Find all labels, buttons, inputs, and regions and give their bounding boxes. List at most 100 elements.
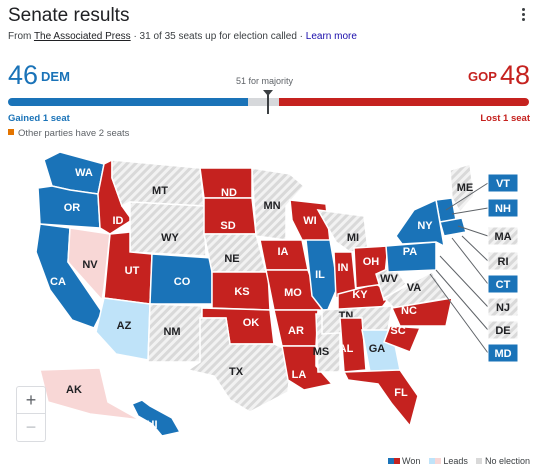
callout-label: RI bbox=[498, 256, 509, 268]
state-shape[interactable] bbox=[390, 297, 453, 327]
state-ks[interactable]: KS bbox=[211, 271, 271, 311]
state-label: SC bbox=[390, 325, 405, 337]
gop-change-label: Lost 1 seat bbox=[480, 113, 530, 124]
state-nv[interactable]: NV bbox=[67, 227, 111, 302]
state-ny[interactable]: NY bbox=[395, 198, 445, 248]
state-mn[interactable]: MN bbox=[251, 167, 306, 241]
state-shape[interactable] bbox=[130, 399, 182, 437]
state-label: TX bbox=[229, 366, 244, 378]
source-link[interactable]: The Associated Press bbox=[33, 31, 131, 42]
state-al[interactable]: AL bbox=[339, 317, 367, 373]
state-label: AR bbox=[288, 325, 304, 337]
callout-box[interactable] bbox=[487, 251, 519, 271]
callout-box[interactable] bbox=[487, 173, 519, 193]
learn-more-link[interactable]: Learn more bbox=[305, 31, 357, 42]
state-or[interactable]: OR bbox=[37, 185, 101, 229]
state-label: OH bbox=[363, 256, 380, 268]
state-ar[interactable]: AR bbox=[273, 309, 319, 347]
state-mt[interactable]: MT bbox=[111, 159, 205, 208]
state-shape[interactable] bbox=[383, 325, 422, 353]
state-shape[interactable] bbox=[111, 159, 205, 208]
callout-de[interactable]: DE bbox=[487, 320, 519, 340]
seats-called: · 31 of 35 seats up for election called … bbox=[133, 31, 303, 42]
state-shape[interactable] bbox=[67, 227, 111, 302]
legend-leads-label: Leads bbox=[443, 456, 468, 466]
callout-box[interactable] bbox=[487, 226, 519, 246]
state-label: UT bbox=[125, 265, 140, 277]
other-parties-note: Other parties have 2 seats bbox=[8, 128, 129, 139]
state-il[interactable]: IL bbox=[305, 239, 339, 316]
state-label: AZ bbox=[117, 320, 132, 332]
callout-ri[interactable]: RI bbox=[487, 251, 519, 271]
state-label: AL bbox=[339, 343, 354, 355]
state-shape[interactable] bbox=[129, 201, 207, 257]
zoom-controls: + − bbox=[16, 386, 46, 442]
callout-box[interactable] bbox=[487, 320, 519, 340]
state-pa[interactable]: PA bbox=[385, 241, 437, 273]
dem-seat-count: 46 bbox=[8, 60, 39, 90]
legend-no-election-swatch bbox=[476, 458, 483, 464]
state-la[interactable]: LA bbox=[281, 345, 334, 391]
state-nm[interactable]: NM bbox=[147, 303, 203, 363]
state-shape[interactable] bbox=[95, 297, 151, 361]
state-shape[interactable] bbox=[305, 239, 339, 316]
callout-box[interactable] bbox=[487, 297, 519, 317]
state-wy[interactable]: WY bbox=[129, 201, 207, 257]
state-me[interactable]: ME bbox=[449, 163, 475, 214]
more-options-icon[interactable] bbox=[520, 6, 526, 26]
senate-map: WA OR CA NV ID MT WY UT AZ CO NM ND SD NE KS OK TX MN IA MO… bbox=[35, 151, 519, 437]
dem-tally: 46 DEM bbox=[8, 60, 70, 91]
callout-box[interactable] bbox=[487, 198, 519, 218]
dem-bar-segment bbox=[8, 98, 248, 106]
zoom-in-button[interactable]: + bbox=[25, 390, 37, 410]
legend-won-label: Won bbox=[402, 456, 421, 466]
state-sc[interactable]: SC bbox=[383, 325, 422, 353]
state-shape[interactable] bbox=[339, 317, 367, 373]
state-label: WV bbox=[380, 273, 398, 285]
callout-ma[interactable]: MA bbox=[487, 226, 519, 246]
callout-box[interactable] bbox=[487, 274, 519, 294]
state-shape[interactable] bbox=[342, 369, 419, 428]
state-fl[interactable]: FL bbox=[342, 369, 419, 428]
state-label: CO bbox=[174, 276, 191, 288]
state-ak[interactable]: AK bbox=[39, 367, 141, 421]
seat-balance-bar bbox=[8, 98, 529, 106]
callout-label: NJ bbox=[496, 302, 510, 314]
state-label: NY bbox=[417, 220, 433, 232]
state-shape[interactable] bbox=[449, 163, 475, 214]
state-hi[interactable]: HI bbox=[130, 399, 182, 437]
state-label: IL bbox=[315, 269, 325, 281]
source-line: From The Associated Press · 31 of 35 sea… bbox=[8, 31, 357, 42]
state-nd[interactable]: ND bbox=[199, 167, 253, 199]
callout-box[interactable] bbox=[487, 343, 519, 363]
state-label: WI bbox=[303, 215, 316, 227]
state-sd[interactable]: SD bbox=[203, 197, 257, 235]
callout-label: MA bbox=[494, 231, 511, 243]
state-ne[interactable]: NE bbox=[203, 233, 267, 273]
new-england-shape bbox=[439, 217, 467, 237]
callout-nh[interactable]: NH bbox=[487, 198, 519, 218]
legend-dem-lead-swatch bbox=[428, 458, 435, 464]
callout-leader-line bbox=[435, 269, 489, 331]
state-nc[interactable]: NC bbox=[390, 297, 453, 327]
map-legend: Won Leads No election bbox=[387, 456, 530, 466]
state-az[interactable]: AZ bbox=[95, 297, 151, 361]
state-tx[interactable]: TX bbox=[186, 317, 293, 413]
zoom-out-button[interactable]: − bbox=[25, 417, 37, 437]
state-mi[interactable]: MI bbox=[316, 209, 369, 253]
state-ia[interactable]: IA bbox=[259, 239, 309, 271]
state-shape[interactable] bbox=[251, 167, 306, 241]
state-label: NE bbox=[224, 253, 239, 265]
state-label: ME bbox=[457, 182, 474, 194]
callout-md[interactable]: MD bbox=[487, 343, 519, 363]
state-co[interactable]: CO bbox=[149, 253, 213, 305]
callout-leader-line bbox=[451, 207, 489, 215]
callout-vt[interactable]: VT bbox=[487, 173, 519, 193]
state-shape[interactable] bbox=[281, 345, 334, 391]
state-shape[interactable] bbox=[39, 367, 141, 421]
state-shape[interactable] bbox=[395, 198, 445, 248]
state-label: MS bbox=[313, 346, 330, 358]
callout-ct[interactable]: CT bbox=[487, 274, 519, 294]
state-shape[interactable] bbox=[186, 317, 293, 413]
callout-nj[interactable]: NJ bbox=[487, 297, 519, 317]
